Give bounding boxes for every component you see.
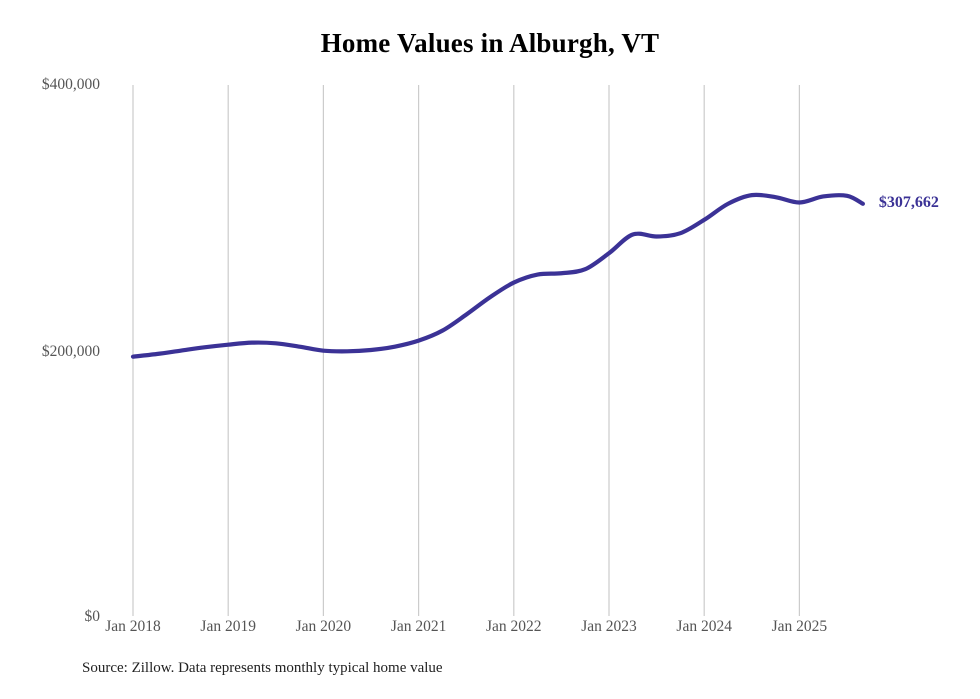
x-axis-tick-jan-2025: Jan 2025 [771,618,828,635]
series-end-value-label: $307,662 [878,193,939,211]
page-title: Home Values in Alburgh, VT [320,28,660,58]
x-axis-tick-jan-2024: Jan 2024 [676,618,732,635]
y-axis-tick-400000: $400,000 [41,76,100,93]
x-axis-tick-jan-2018: Jan 2018 [105,618,161,635]
y-axis-tick-0: $0 [84,608,101,625]
x-axis-tick-jan-2021: Jan 2021 [390,618,447,635]
x-axis-tick-jan-2022: Jan 2022 [486,618,542,635]
x-axis-tick-jan-2023: Jan 2023 [581,618,637,635]
source-note: Source: Zillow. Data represents monthly … [82,660,443,676]
x-axis-tick-jan-2020: Jan 2020 [295,618,352,635]
y-axis-tick-200000: $200,000 [41,343,100,360]
x-axis-tick-jan-2019: Jan 2019 [200,618,256,635]
series-line-typical-home-value [130,192,865,359]
gridline-group [132,85,801,616]
